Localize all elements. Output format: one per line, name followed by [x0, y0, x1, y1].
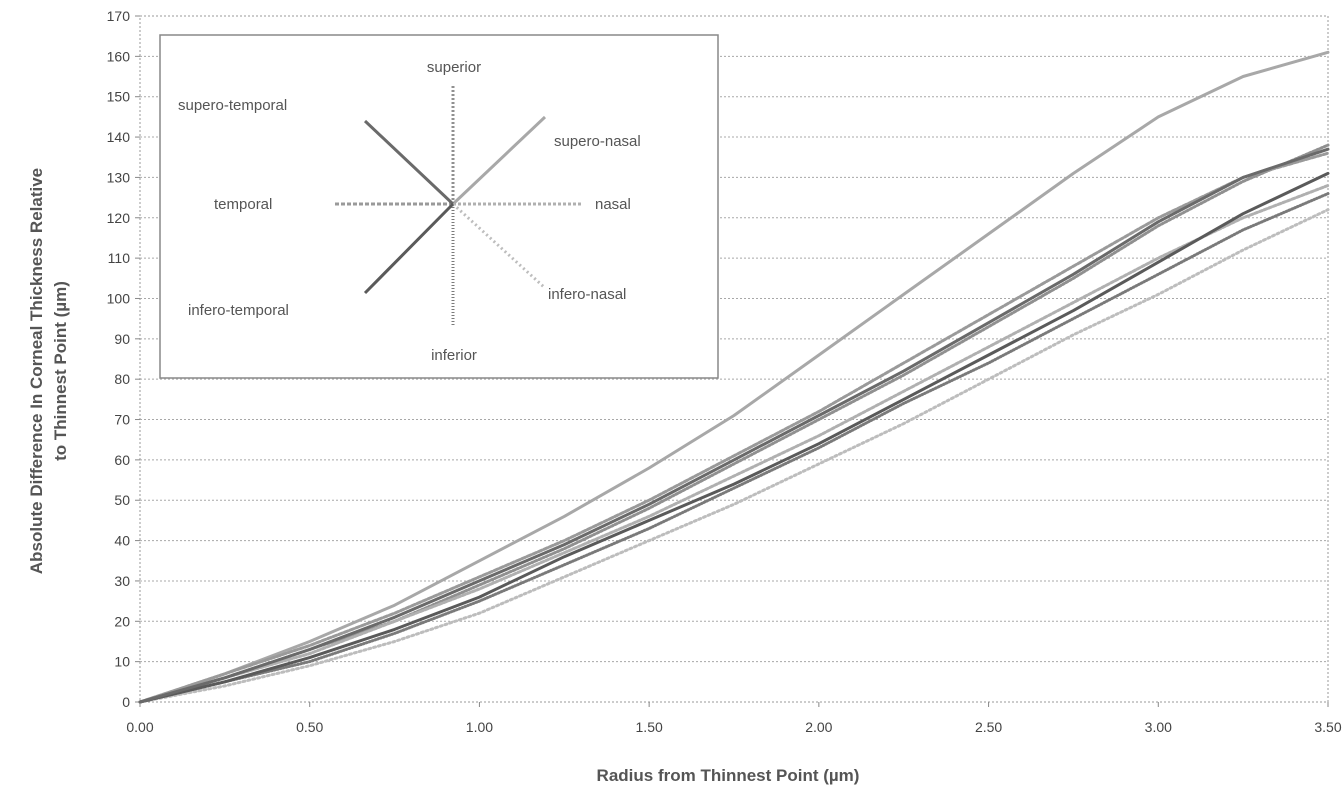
x-tick-label: 3.00	[1145, 719, 1172, 735]
legend-box	[159, 34, 719, 379]
y-tick-label: 80	[114, 371, 130, 387]
y-tick-label: 120	[107, 210, 131, 226]
series-line-temporal	[138, 151, 1330, 704]
y-axis-ticks: 0 10 20 30 40 50 60 70 80 90 100 110 120 130 140 150 160…	[107, 8, 140, 710]
gridlines	[140, 55, 1328, 663]
legend-label-infero-nasal: infero-nasal	[548, 286, 626, 303]
y-tick-label: 160	[107, 48, 131, 64]
y-tick-label: 0	[122, 694, 130, 710]
series-line-nasal	[138, 184, 1330, 704]
series-line-infero-temporal	[138, 171, 1330, 704]
legend-label-superior: superior	[427, 59, 481, 76]
legend: superior supero-temporal supero-nasal te…	[159, 34, 719, 379]
y-tick-label: 130	[107, 169, 131, 185]
y-tick-label: 70	[114, 412, 130, 428]
legend-line-supero-temporal	[363, 119, 455, 206]
y-axis-title-line-2: to Thinnest Point (µm)	[51, 281, 70, 461]
legend-label-infero-temporal: infero-temporal	[188, 302, 289, 319]
y-tick-label: 30	[114, 573, 130, 589]
y-tick-label: 170	[107, 8, 131, 24]
x-tick-label: 0.00	[126, 719, 153, 735]
x-tick-label: 0.50	[296, 719, 323, 735]
series-line-infero-nasal	[138, 208, 1330, 704]
x-tick-label: 1.50	[636, 719, 663, 735]
legend-label-temporal: temporal	[214, 196, 272, 213]
legend-label-inferior: inferior	[431, 347, 477, 364]
y-tick-label: 20	[114, 613, 130, 629]
y-tick-label: 140	[107, 129, 131, 145]
y-tick-label: 50	[114, 492, 130, 508]
x-tick-label: 2.50	[975, 719, 1002, 735]
y-tick-label: 40	[114, 533, 130, 549]
y-tick-label: 110	[108, 250, 131, 266]
legend-line-infero-nasal	[451, 202, 547, 290]
series-line-supero-nasal	[138, 50, 1330, 704]
y-tick-label: 150	[107, 89, 131, 105]
y-tick-label: 60	[114, 452, 130, 468]
series-lines	[138, 50, 1330, 704]
y-tick-label: 100	[107, 290, 131, 306]
series-line-supero-temporal	[138, 147, 1330, 704]
legend-line-supero-nasal	[451, 115, 547, 206]
y-tick-label: 90	[114, 331, 130, 347]
y-axis-title-line-1: Absolute Difference In Corneal Thickness…	[27, 168, 46, 574]
x-tick-label: 1.00	[466, 719, 493, 735]
legend-label-nasal: nasal	[595, 196, 631, 213]
legend-line-infero-temporal	[363, 202, 455, 295]
y-tick-label: 10	[114, 654, 130, 670]
series-line-inferior	[138, 192, 1330, 704]
legend-label-supero-temporal: supero-temporal	[178, 97, 287, 114]
x-axis-title: Radius from Thinnest Point (µm)	[597, 766, 860, 785]
legend-label-supero-nasal: supero-nasal	[554, 133, 641, 150]
x-tick-label: 2.00	[805, 719, 832, 735]
x-axis-ticks: 0.00 0.50 1.00 1.50 2.00 2.50 3.00 3.50	[126, 702, 1342, 735]
x-tick-label: 3.50	[1314, 719, 1341, 735]
